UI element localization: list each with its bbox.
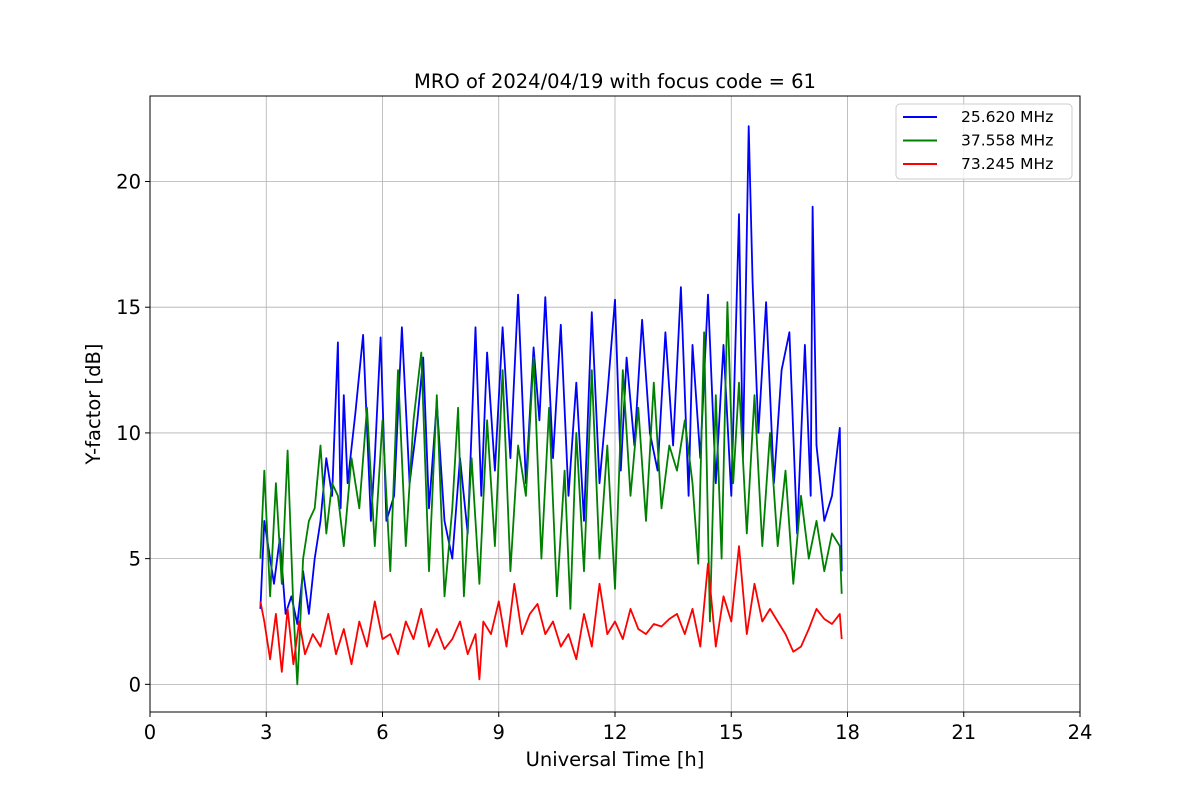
legend-label: 73.245 MHz bbox=[961, 155, 1053, 173]
y-tick-label: 20 bbox=[116, 170, 141, 193]
legend-box bbox=[895, 103, 1073, 180]
series-line-3 bbox=[259, 545, 843, 681]
y-tick-label: 15 bbox=[116, 296, 141, 319]
legend-label: 25.620 MHz bbox=[961, 108, 1053, 126]
y-tick-label: 0 bbox=[129, 673, 141, 696]
x-tick-label: 15 bbox=[719, 721, 744, 744]
x-axis-label: Universal Time [h] bbox=[526, 748, 705, 771]
chart-title: MRO of 2024/04/19 with focus code = 61 bbox=[414, 70, 816, 93]
x-tick-label: 3 bbox=[260, 721, 272, 744]
series-line-1 bbox=[259, 125, 843, 625]
y-tick-label: 5 bbox=[129, 548, 141, 571]
x-tick-label: 9 bbox=[493, 721, 505, 744]
x-tick-label: 0 bbox=[144, 721, 156, 744]
y-axis-label: Y-factor [dB] bbox=[82, 344, 105, 466]
x-tick-label: 21 bbox=[951, 721, 976, 744]
x-tick-label: 6 bbox=[376, 721, 388, 744]
x-tick-label: 12 bbox=[603, 721, 628, 744]
legend-label: 37.558 MHz bbox=[961, 132, 1053, 150]
series-line-2 bbox=[259, 301, 843, 686]
x-tick-label: 24 bbox=[1068, 721, 1093, 744]
x-tick-label: 18 bbox=[835, 721, 860, 744]
y-tick-label: 10 bbox=[116, 422, 141, 445]
legend: 25.620 MHz 37.558 MHz 73.245 MHz bbox=[895, 103, 1073, 180]
